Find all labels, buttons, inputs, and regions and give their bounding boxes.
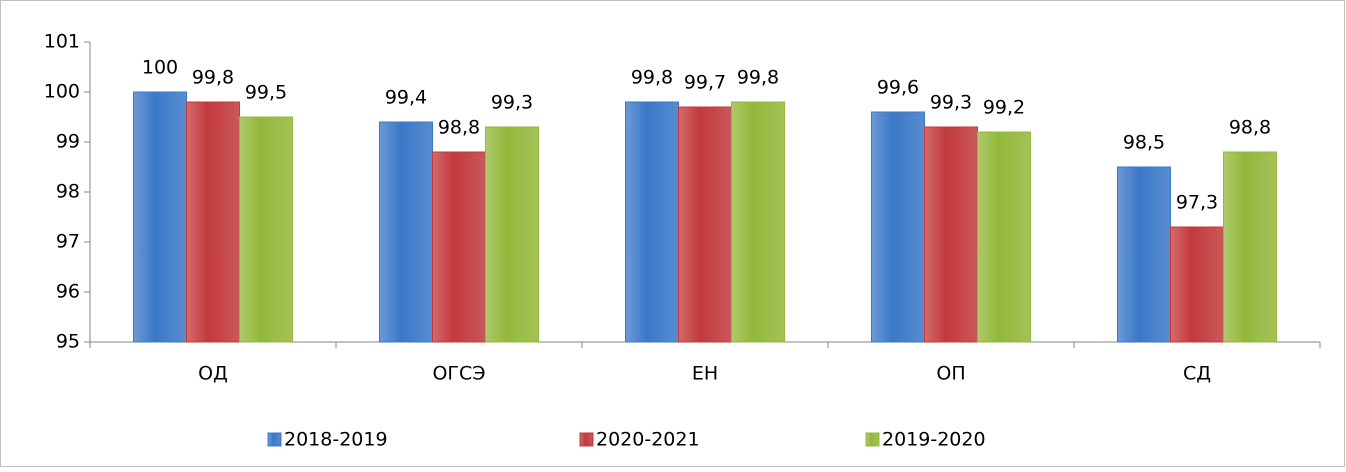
bar (379, 121, 433, 343)
y-tick-label: 95 (56, 331, 80, 353)
bar (731, 101, 785, 343)
value-label: 99,8 (192, 67, 234, 89)
legend-label: 2018-2019 (284, 429, 388, 451)
bar (924, 126, 978, 343)
y-tick-label: 101 (44, 31, 80, 53)
x-tick-label: ОП (936, 363, 965, 385)
value-label: 98,8 (438, 117, 480, 139)
bar (432, 151, 486, 343)
y-tick-label: 99 (56, 131, 80, 153)
bar (1170, 226, 1224, 343)
value-label: 98,5 (1123, 132, 1165, 154)
value-label: 99,7 (684, 72, 726, 94)
legend-swatch (267, 432, 282, 447)
y-tick-label: 97 (56, 231, 80, 253)
value-label: 99,8 (737, 67, 779, 89)
legend-swatch (865, 432, 880, 447)
legend-swatch (579, 432, 594, 447)
bar (625, 101, 679, 343)
bar (485, 126, 539, 343)
y-tick-label: 100 (44, 81, 80, 103)
y-tick-label: 98 (56, 181, 80, 203)
value-label: 99,4 (385, 87, 427, 109)
x-tick-label: ЕН (692, 363, 718, 385)
bar (977, 131, 1031, 343)
value-label: 99,8 (631, 67, 673, 89)
value-label: 99,5 (245, 82, 287, 104)
value-label: 99,3 (930, 92, 972, 114)
bar (678, 106, 732, 343)
bar (1117, 166, 1171, 343)
value-label: 98,8 (1229, 117, 1271, 139)
value-label: 99,3 (491, 92, 533, 114)
bar (239, 116, 293, 343)
value-label: 97,3 (1176, 192, 1218, 214)
value-label: 100 (142, 57, 178, 79)
value-label: 99,6 (877, 77, 919, 99)
value-label: 99,2 (983, 97, 1025, 119)
x-tick-label: ОД (198, 363, 228, 385)
bar (1223, 151, 1277, 343)
legend-label: 2019-2020 (882, 429, 986, 451)
legend-label: 2020-2021 (596, 429, 700, 451)
bar (186, 101, 240, 343)
bar (871, 111, 925, 343)
bar (133, 91, 187, 343)
x-tick-label: ОГСЭ (432, 363, 485, 385)
x-tick-label: СД (1183, 363, 1211, 385)
y-tick-label: 96 (56, 281, 80, 303)
